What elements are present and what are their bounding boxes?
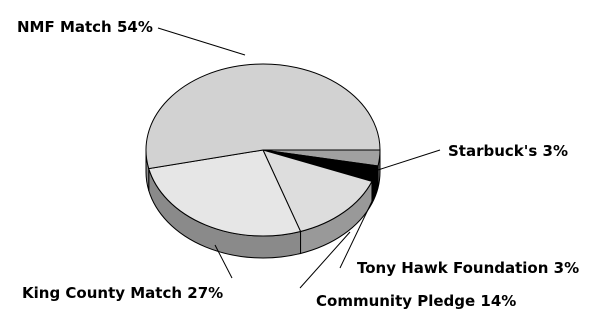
slice-label-starbucks: Starbuck's 3% (448, 142, 568, 160)
slice-label-community-pledge: Community Pledge 14% (316, 292, 516, 310)
leader-line-tony-hawk (339, 194, 376, 269)
leader-lines (157, 27, 441, 289)
slice-label-tony-hawk: Tony Hawk Foundation 3% (357, 259, 579, 277)
slice-label-nmf-match: NMF Match 54% (17, 18, 153, 36)
leader-line-king-county (214, 244, 233, 279)
pie-slice-king-county (148, 149, 302, 237)
slice-labels: NMF Match 54% Starbuck's 3% Tony Hawk Fo… (17, 18, 579, 310)
pie-slice-community-pledge (262, 149, 373, 233)
pie-slice-nmf-match (145, 63, 381, 170)
slice-label-king-county: King County Match 27% (22, 284, 223, 302)
leader-line-nmf-match (157, 27, 246, 56)
leader-line-starbucks (377, 149, 441, 171)
leader-line-community-pledge (299, 231, 351, 289)
pie-slices (145, 63, 381, 237)
